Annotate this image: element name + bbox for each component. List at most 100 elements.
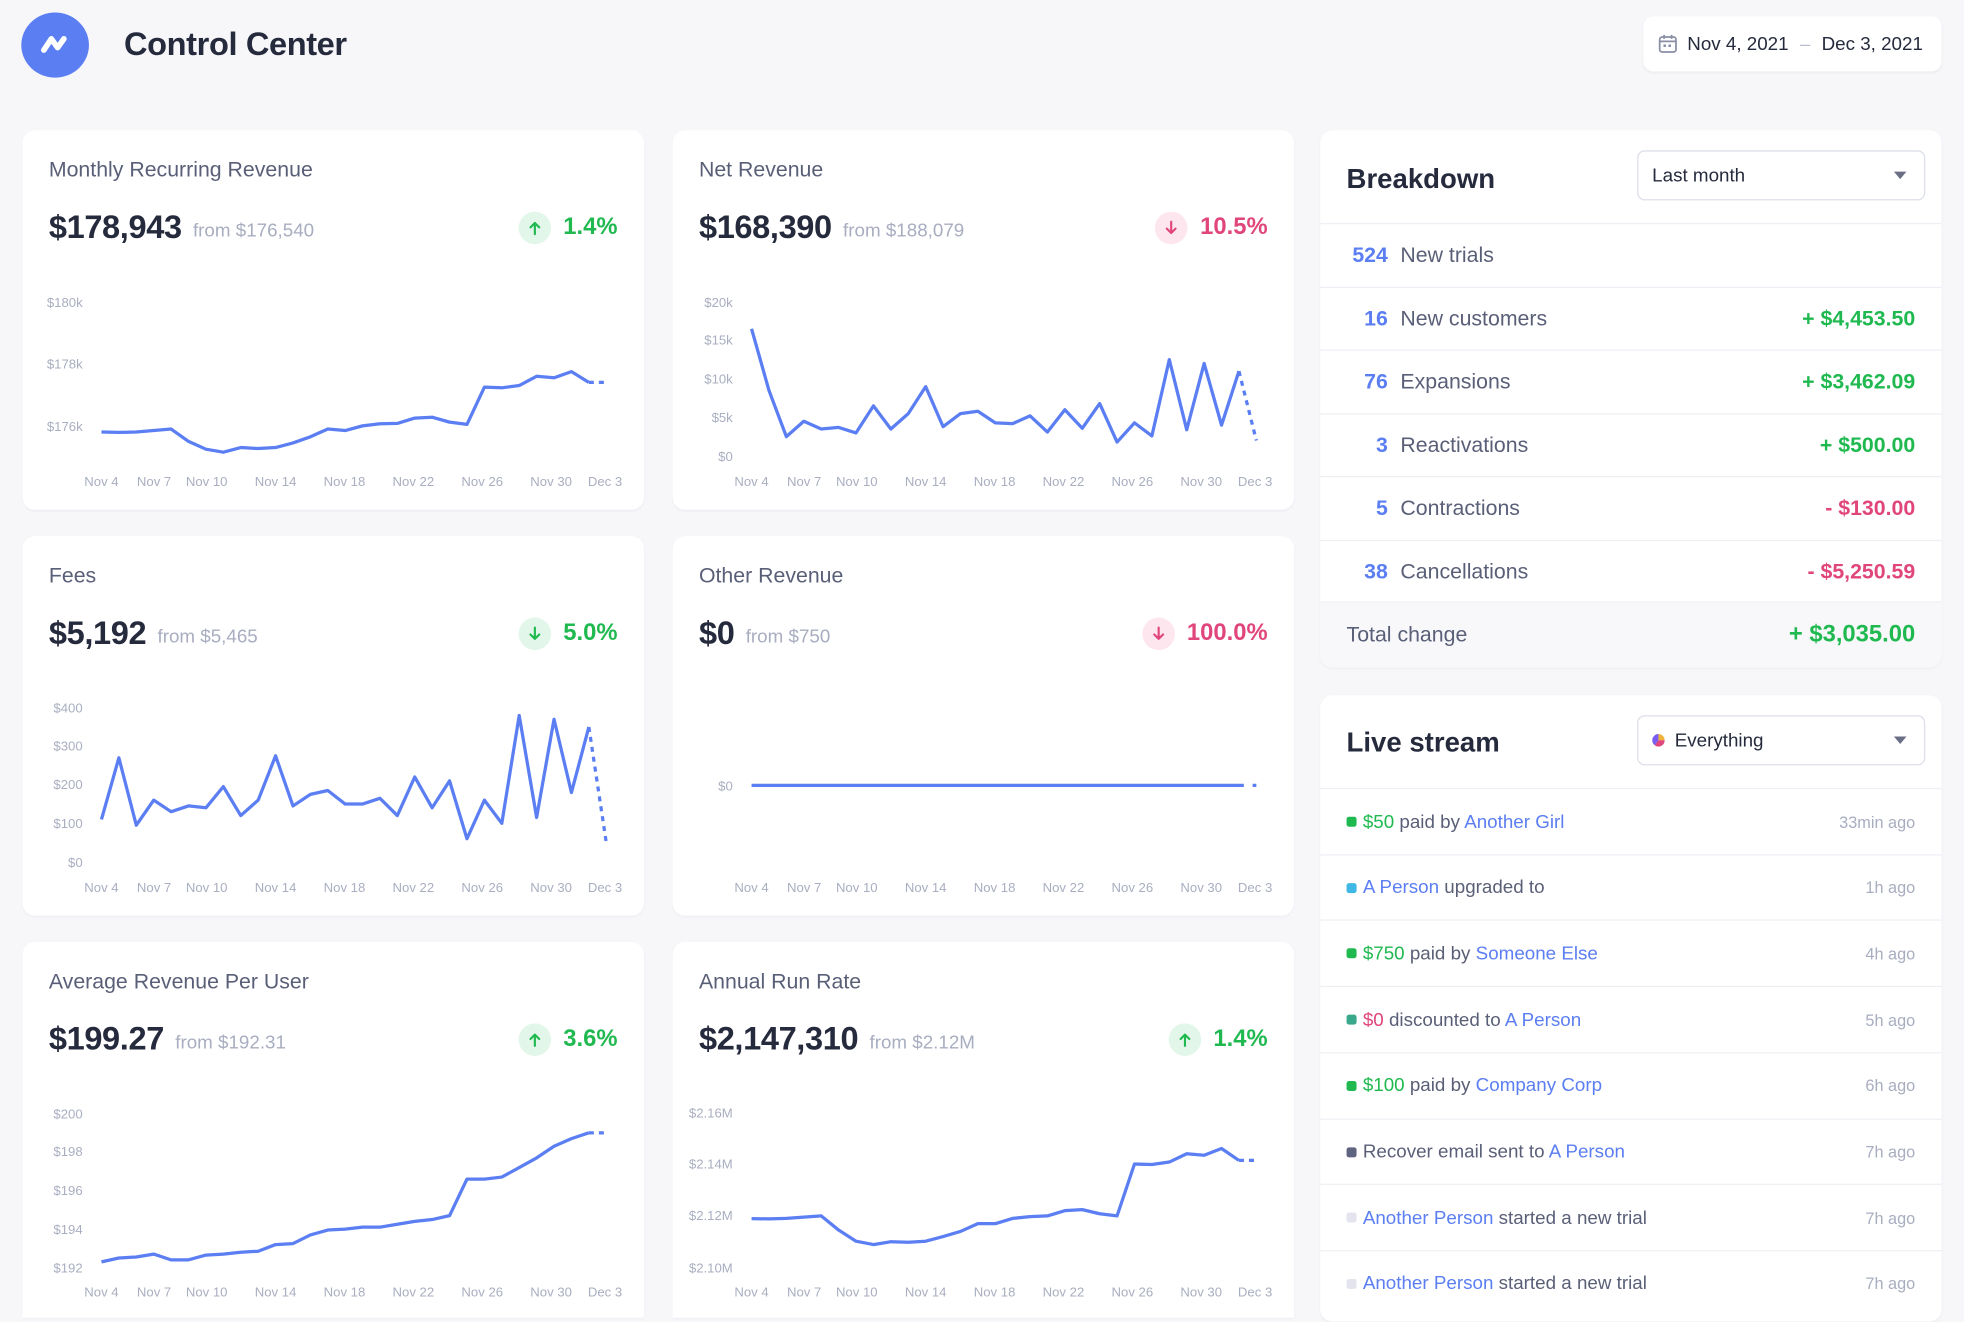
- arrow-down-icon: [518, 617, 551, 651]
- status-dot: [1346, 882, 1357, 893]
- breakdown-row[interactable]: 16 New customers + $4,453.50: [1320, 286, 1942, 350]
- metric-card-arr[interactable]: Annual Run Rate $2,147,310 from $2.12M 1.4%…: [672, 941, 1294, 1318]
- customer-link[interactable]: A Person: [1504, 1009, 1582, 1031]
- event-text: paid by: [1394, 811, 1465, 833]
- x-tick-label: Nov 18: [974, 880, 1016, 895]
- metric-card-arpu[interactable]: Average Revenue Per User $199.27 from $192…: [22, 941, 644, 1318]
- metric-change: 5.0%: [518, 617, 618, 651]
- x-tick-label: Nov 26: [1112, 474, 1154, 489]
- breakdown-label: Reactivations: [1400, 432, 1529, 457]
- arrow-down-icon: [1155, 211, 1188, 245]
- event-time: 7h ago: [1865, 1274, 1916, 1294]
- customer-link[interactable]: Another Person: [1362, 1207, 1494, 1229]
- stream-event[interactable]: Another Person started a new trial 7h ago: [1320, 1183, 1942, 1250]
- stream-event[interactable]: $100 paid by Company Corp 6h ago: [1320, 1051, 1942, 1118]
- metric-change-value: 3.6%: [563, 1025, 618, 1053]
- x-tick-label: Nov 10: [836, 1284, 878, 1299]
- metric-change-value: 1.4%: [1213, 1025, 1268, 1053]
- breakdown-amount: + $500.00: [1819, 432, 1916, 457]
- event-amount: $750: [1362, 943, 1405, 965]
- series-line: [101, 1131, 590, 1264]
- x-tick-label: Nov 14: [255, 880, 297, 895]
- y-tick-label: $100: [53, 816, 82, 831]
- customer-link[interactable]: Someone Else: [1475, 943, 1598, 965]
- status-dot: [1346, 1278, 1357, 1289]
- stream-event-text: Recover email sent to A Person: [1363, 1141, 1625, 1162]
- customer-link[interactable]: Another Girl: [1464, 811, 1565, 833]
- x-tick-label: Nov 18: [324, 1284, 366, 1299]
- status-dot: [1346, 1146, 1357, 1157]
- pie-icon: [1652, 734, 1665, 747]
- metric-card-other[interactable]: Other Revenue $0 from $750 100.0% $0 Nov 4 Nov…: [672, 536, 1294, 916]
- breakdown-row[interactable]: 76 Expansions + $3,462.09: [1320, 349, 1942, 413]
- x-tick-label: Nov 18: [324, 880, 366, 895]
- metric-value: $199.27: [48, 1019, 164, 1058]
- metric-previous-value: from $2.12M: [869, 1032, 975, 1054]
- event-text: paid by: [1404, 1075, 1476, 1097]
- breakdown-row[interactable]: 38 Cancellations - $5,250.59: [1320, 539, 1942, 603]
- y-tick-label: $20k: [704, 295, 733, 310]
- x-tick-label: Nov 22: [1043, 1284, 1085, 1299]
- metric-change-value: 1.4%: [563, 214, 618, 241]
- stream-event[interactable]: $0 discounted to A Person 5h ago: [1320, 985, 1942, 1052]
- event-time: 7h ago: [1865, 1208, 1916, 1228]
- event-text: started a new trial: [1493, 1207, 1647, 1229]
- y-tick-label: $2.10M: [689, 1261, 733, 1276]
- x-tick-label: Dec 3: [588, 474, 622, 489]
- date-separator: –: [1799, 33, 1811, 55]
- event-text: discounted to: [1383, 1009, 1505, 1031]
- status-dot: [1346, 948, 1357, 959]
- breakdown-amount: + $3,462.09: [1802, 369, 1916, 394]
- metric-value: $5,192: [48, 613, 147, 652]
- line-chart: $176k $178k $180k Nov 4 Nov 7 Nov 10 Nov 14 Nov…: [47, 295, 622, 489]
- x-tick-label: Nov 22: [1043, 880, 1085, 895]
- page-title: Control Center: [124, 25, 347, 63]
- breakdown-row[interactable]: 524 New trials: [1320, 222, 1942, 287]
- event-time: 33min ago: [1839, 812, 1916, 832]
- live-stream-filter-select[interactable]: Everything: [1637, 715, 1926, 766]
- y-tick-label: $0: [718, 778, 733, 793]
- customer-link[interactable]: A Person: [1548, 1141, 1625, 1163]
- breakdown-period-select[interactable]: Last month: [1637, 150, 1926, 201]
- series-line: [749, 328, 1241, 444]
- y-tick-label: $200: [53, 777, 82, 792]
- stream-event[interactable]: $750 paid by Someone Else 4h ago: [1320, 919, 1942, 986]
- customer-link[interactable]: Company Corp: [1475, 1075, 1603, 1097]
- metric-card-net[interactable]: Net Revenue $168,390 from $188,079 10.5% $0 $…: [672, 130, 1294, 510]
- metric-card-mrr[interactable]: Monthly Recurring Revenue $178,943 from $1…: [22, 130, 644, 510]
- event-amount: $100: [1362, 1075, 1405, 1097]
- stream-event[interactable]: $50 paid by Another Girl 33min ago: [1320, 787, 1942, 854]
- date-range-picker[interactable]: Nov 4, 2021 – Dec 3, 2021: [1643, 16, 1942, 72]
- breakdown-panel: Breakdown Last month 524 New trials 16 New …: [1320, 130, 1942, 668]
- customer-link[interactable]: Another Person: [1362, 1273, 1494, 1295]
- metric-previous-value: from $192.31: [175, 1032, 286, 1054]
- stream-event[interactable]: Recover email sent to A Person 7h ago: [1320, 1117, 1942, 1184]
- metric-previous-value: from $750: [745, 626, 831, 648]
- date-start: Nov 4, 2021: [1687, 33, 1789, 55]
- breakdown-label: Contractions: [1400, 496, 1520, 520]
- breakdown-total-label: Total change: [1346, 622, 1468, 647]
- x-tick-label: Nov 7: [787, 1284, 821, 1299]
- y-tick-label: $200: [53, 1107, 82, 1122]
- event-time: 5h ago: [1865, 1010, 1916, 1030]
- customer-link[interactable]: A Person: [1362, 877, 1440, 899]
- chevron-down-icon: [1893, 171, 1907, 180]
- line-chart: $2.10M $2.12M $2.14M $2.16M Nov 4 Nov 7 Nov 10…: [689, 1105, 1272, 1299]
- line-chart: $0 $100 $200 $300 $400 Nov 4 Nov 7 Nov 10 Nov 14…: [53, 701, 622, 895]
- stream-event[interactable]: Another Person started a new trial 7h ago: [1320, 1249, 1942, 1316]
- breakdown-amount: + $4,453.50: [1802, 306, 1916, 331]
- breakdown-row[interactable]: 5 Contractions - $130.00: [1320, 475, 1942, 540]
- metric-card-fees[interactable]: Fees $5,192 from $5,465 5.0% $0 $100 $200 $300 $…: [22, 536, 644, 916]
- arrow-up-icon: [1168, 1023, 1201, 1056]
- x-tick-label: Nov 18: [324, 474, 366, 489]
- x-tick-label: Nov 14: [905, 474, 947, 489]
- stream-event-text: $50 paid by Another Girl: [1363, 811, 1565, 832]
- breakdown-row[interactable]: 3 Reactivations + $500.00: [1320, 412, 1942, 477]
- x-tick-label: Dec 3: [588, 880, 622, 895]
- event-time: 4h ago: [1865, 944, 1916, 964]
- stream-event[interactable]: A Person upgraded to 1h ago: [1320, 853, 1942, 920]
- app-logo[interactable]: [21, 12, 89, 78]
- breakdown-label: New trials: [1400, 243, 1494, 267]
- metric-change: 3.6%: [518, 1023, 618, 1056]
- calendar-icon: [1658, 34, 1677, 54]
